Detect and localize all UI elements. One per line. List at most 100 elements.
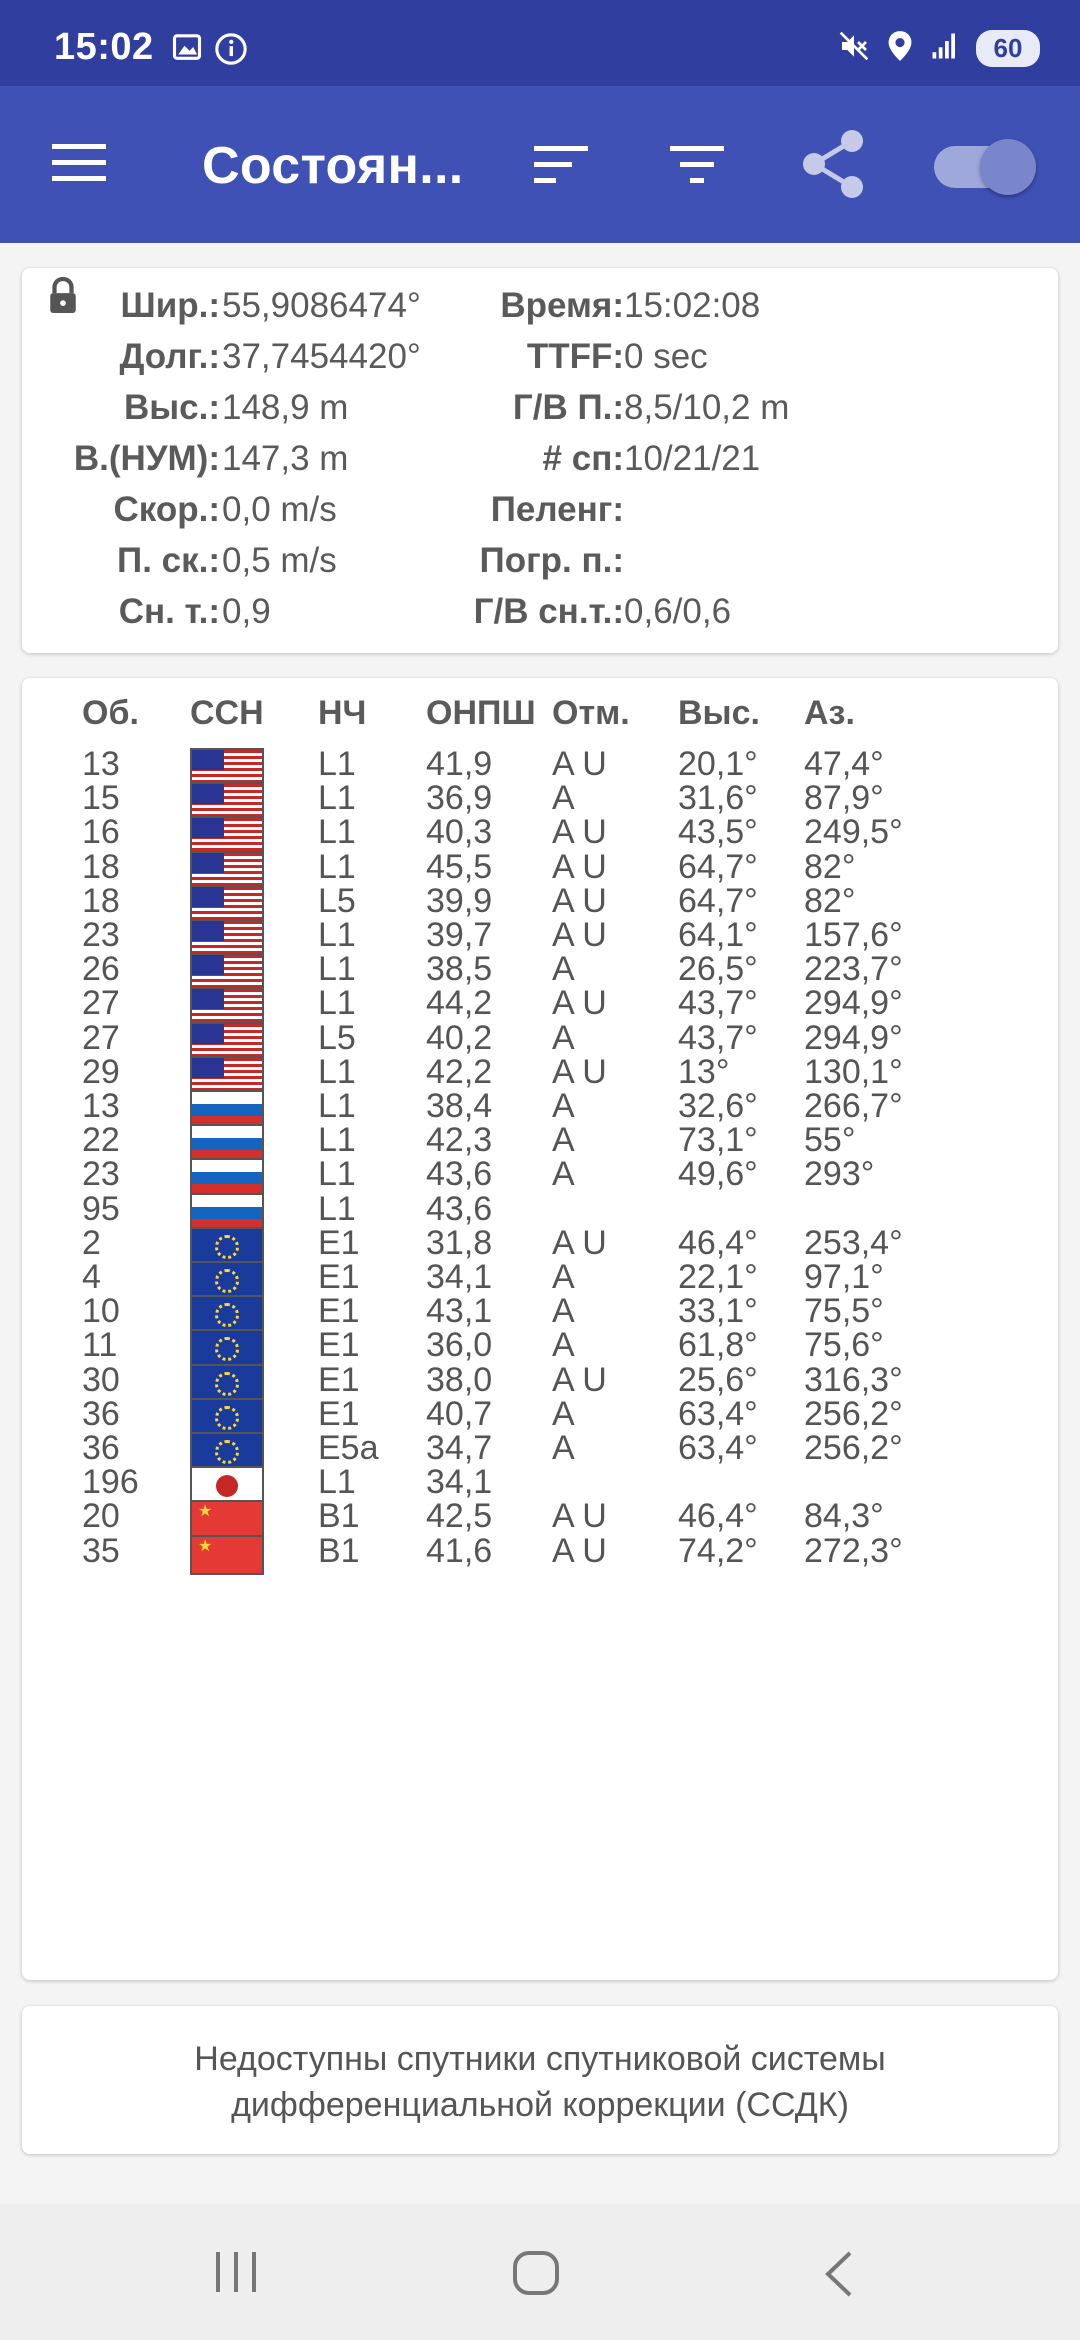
status-label: Долг.: (119, 337, 220, 376)
table-row: 23 L1 39,7 A U 64,1° 157,6° (22, 916, 1058, 967)
header-elev: Выс. (678, 694, 760, 732)
cell-id: 23 (82, 916, 120, 954)
status-label: Скор.: (113, 490, 220, 529)
cell-cn0: 42,3 (426, 1121, 493, 1160)
cell-az: 82° (804, 847, 856, 886)
header-id: Об. (82, 694, 139, 732)
filter-icon[interactable] (670, 144, 724, 191)
cell-flags: A (552, 1018, 575, 1057)
app-bar: Состоян... (0, 86, 1080, 243)
cell-freq: L1 (318, 745, 356, 783)
cell-elev: 64,1° (678, 916, 758, 954)
cell-id: 18 (82, 881, 120, 920)
header-gnss: ССН (190, 694, 264, 732)
cell-cn0: 36,9 (426, 779, 493, 818)
cell-gnss (190, 1432, 264, 1472)
status-row: В.(НУМ): 147,3 m # сп: 10/21/21 (22, 439, 1058, 490)
cell-cn0: 43,6 (426, 1189, 493, 1228)
sort-icon[interactable] (534, 144, 588, 191)
cell-cn0: 38,0 (426, 1360, 493, 1399)
cell-freq: L1 (318, 1121, 356, 1160)
location-status-card: Шир.: 55,9086474° Время: 15:02:08 Долг.: 37,7… (22, 268, 1058, 653)
table-row: 36 E5a 34,7 A 63,4° 256,2° (22, 1429, 1058, 1480)
cell-id: 27 (82, 984, 120, 1023)
cell-az: 87,9° (804, 779, 884, 818)
cell-gnss (190, 1295, 264, 1336)
cell-cn0: 42,2 (426, 1052, 493, 1091)
cell-flags: A U (552, 847, 607, 886)
cell-az: 256,2° (804, 1394, 903, 1433)
cell-cn0: 43,6 (426, 1155, 493, 1194)
cell-flags: A U (552, 813, 607, 852)
cell-freq: E5a (318, 1429, 379, 1467)
cell-elev: 31,6° (678, 779, 758, 818)
home-icon[interactable] (512, 2250, 560, 2301)
cell-cn0: 39,7 (426, 916, 493, 954)
table-row: 13 L1 41,9 A U 20,1° 47,4° (22, 745, 1058, 796)
cell-az: 316,3° (804, 1360, 903, 1399)
table-row: 26 L1 38,5 A 26,5° 223,7° (22, 950, 1058, 1001)
cell-id: 10 (82, 1292, 120, 1331)
back-icon[interactable] (822, 2250, 856, 2303)
navigation-bar (0, 2204, 1080, 2340)
status-value: 55,9086474° (222, 286, 421, 325)
cell-id: 20 (82, 1497, 120, 1536)
cell-id: 11 (82, 1326, 118, 1365)
flag-eu-icon (190, 1226, 264, 1267)
cell-az: 97,1° (804, 1258, 884, 1296)
header-az: Аз. (804, 694, 855, 732)
cell-gnss (190, 1363, 264, 1404)
table-row: 27 L1 44,2 A U 43,7° 294,9° (22, 984, 1058, 1035)
flag-cn-icon: ★ (190, 1500, 264, 1541)
cell-freq: L5 (318, 881, 356, 920)
cell-elev: 46,4° (678, 1497, 758, 1536)
status-value: 0,6/0,6 (624, 592, 732, 631)
battery-icon: 60 (976, 30, 1040, 67)
cell-freq: L1 (318, 813, 356, 852)
cell-elev: 32,6° (678, 1087, 758, 1125)
cell-elev: 20,1° (678, 745, 758, 783)
cell-elev: 25,6° (678, 1360, 758, 1399)
table-row: 95 L1 43,6 (22, 1190, 1058, 1241)
cell-gnss (190, 1261, 264, 1301)
cell-flags: A U (552, 1497, 607, 1536)
flag-eu-icon (190, 1397, 264, 1438)
cell-freq: E1 (318, 1258, 360, 1296)
recent-apps-icon[interactable] (212, 2250, 260, 2299)
cell-flags: A (552, 1087, 575, 1125)
table-row: 10 E1 43,1 A 33,1° 75,5° (22, 1292, 1058, 1343)
table-row: 36 E1 40,7 A 63,4° 256,2° (22, 1395, 1058, 1446)
status-label: Г/В П.: (512, 388, 624, 427)
status-label: Выс.: (123, 388, 220, 427)
cell-freq: L1 (318, 1087, 356, 1125)
cell-cn0: 39,9 (426, 881, 493, 920)
cell-cn0: 38,5 (426, 950, 493, 989)
status-row: Скор.: 0,0 m/s Пеленг: (22, 490, 1058, 541)
cell-az: 75,5° (804, 1292, 884, 1331)
cell-elev: 74,2° (678, 1531, 758, 1570)
cell-flags: A (552, 1429, 575, 1467)
table-row: 15 L1 36,9 A 31,6° 87,9° (22, 779, 1058, 830)
cell-cn0: 42,5 (426, 1497, 493, 1536)
table-row: 20 B1 42,5 A U 46,4° 84,3° ★ (22, 1497, 1058, 1548)
lock-icon (46, 276, 80, 321)
cell-az: 157,6° (804, 916, 903, 954)
flag-us-icon (190, 850, 264, 891)
table-row: 23 L1 43,6 A 49,6° 293° (22, 1155, 1058, 1206)
status-label: # сп: (542, 439, 624, 478)
notification-icons (172, 32, 248, 71)
share-icon[interactable] (800, 128, 866, 205)
cell-az: 266,7° (804, 1087, 903, 1125)
status-value: 10/21/21 (624, 439, 761, 478)
cell-id: 16 (82, 813, 120, 852)
cell-flags: A (552, 779, 575, 818)
cell-elev: 49,6° (678, 1155, 758, 1194)
status-label: Время: (500, 286, 624, 325)
cell-elev: 63,4° (678, 1394, 758, 1433)
menu-icon[interactable] (52, 142, 106, 189)
cell-az: 253,4° (804, 1223, 903, 1262)
header-freq: НЧ (318, 694, 367, 732)
cell-flags: A (552, 1292, 575, 1331)
header-cn0: ОНПШ (426, 694, 536, 732)
table-header: Об. ССН НЧ ОНПШ Отм. Выс. Аз. (22, 694, 1058, 745)
